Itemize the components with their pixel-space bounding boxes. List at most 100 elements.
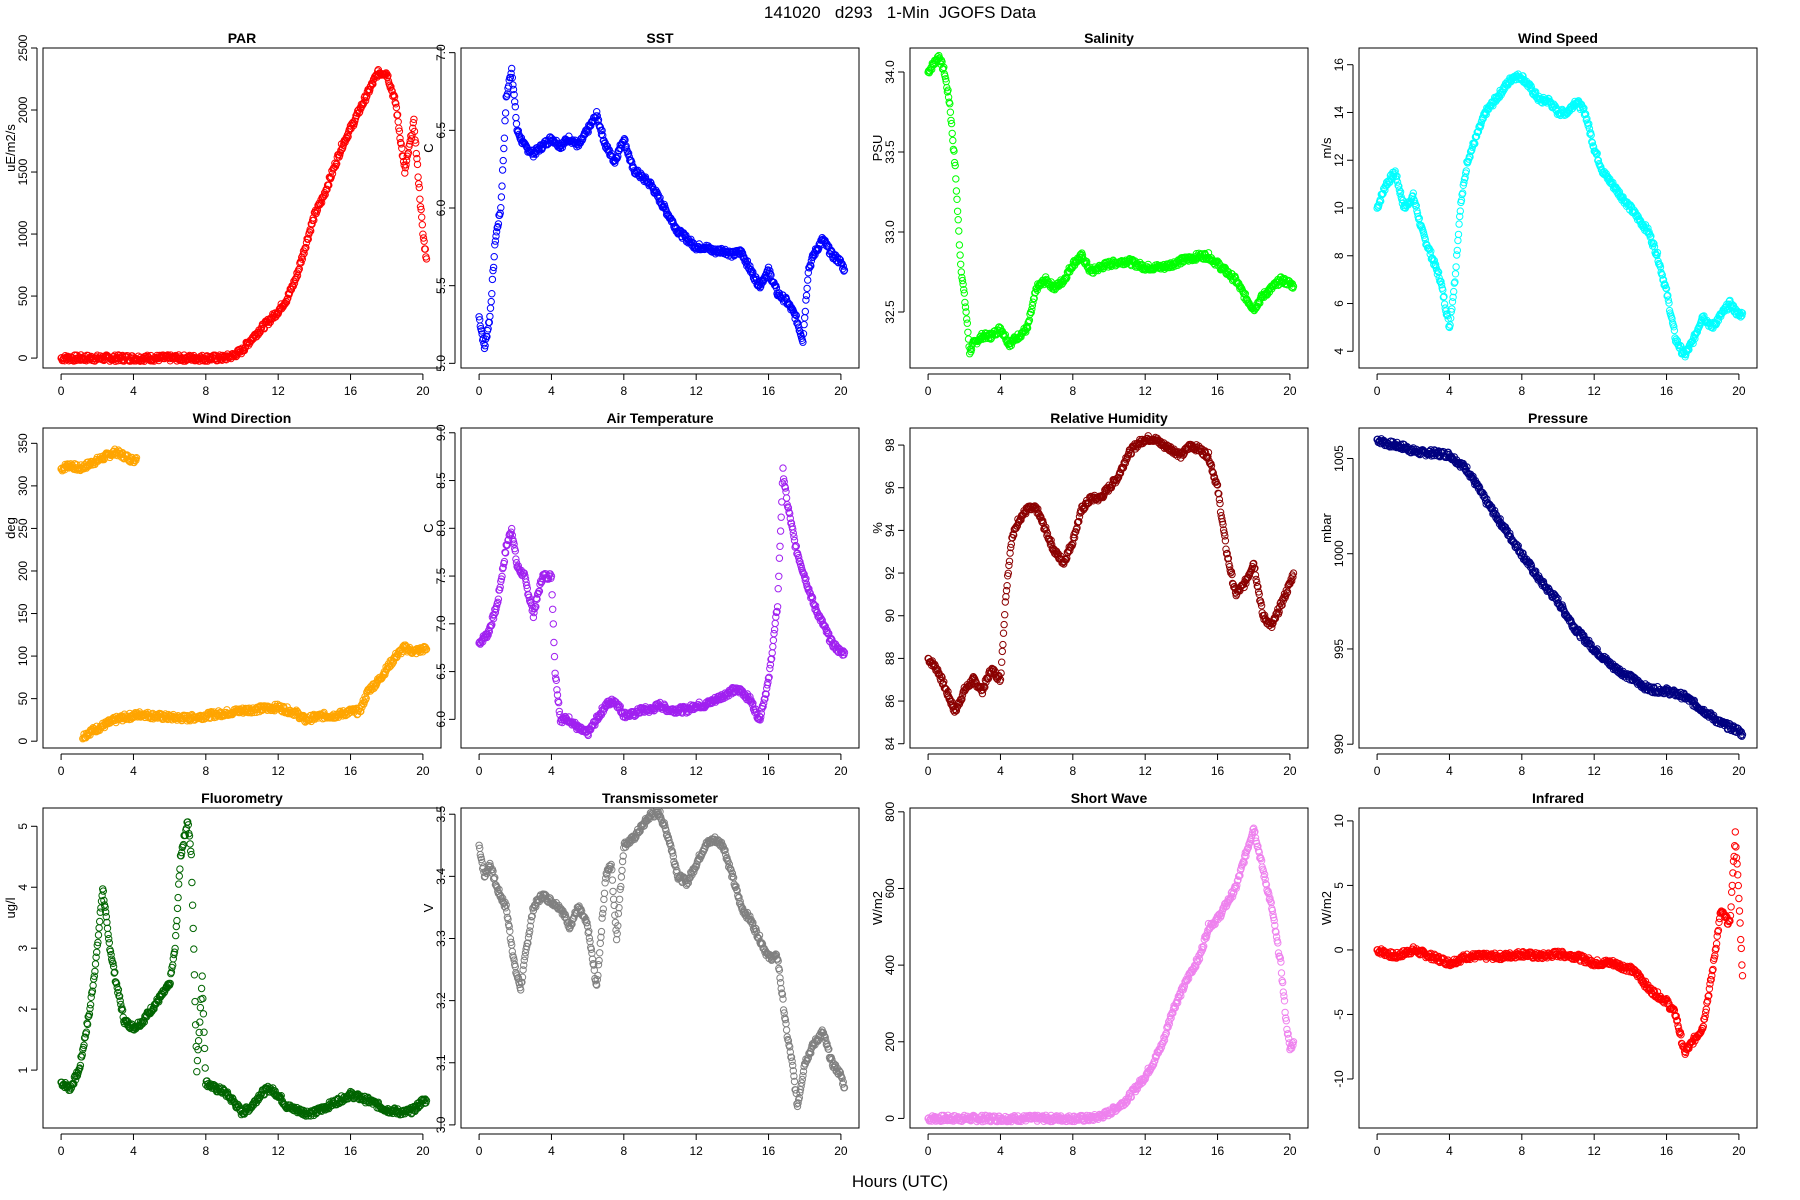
data-point (966, 350, 974, 358)
data-point (1469, 472, 1477, 481)
x-tick-label: 20 (416, 764, 430, 778)
data-points (1373, 435, 1747, 740)
data-point (1022, 328, 1030, 336)
y-tick-label: 16 (1332, 58, 1346, 72)
data-point (366, 86, 374, 94)
data-point (394, 118, 402, 126)
x-tick-label: 12 (1139, 384, 1153, 398)
data-point (1425, 245, 1434, 254)
data-point (596, 123, 604, 131)
data-point (1257, 602, 1266, 610)
x-tick-label: 0 (925, 764, 932, 778)
data-point (1000, 620, 1008, 629)
data-point (782, 494, 791, 502)
data-point (958, 695, 966, 703)
data-point (1252, 575, 1260, 584)
data-point (1437, 281, 1446, 289)
y-axis-label: m/s (1319, 137, 1334, 158)
data-point (1047, 536, 1055, 544)
data-point (498, 182, 506, 190)
data-point (593, 108, 601, 116)
data-point (393, 111, 402, 119)
data-point (777, 513, 785, 521)
data-point (418, 213, 426, 221)
data-point (1653, 248, 1662, 257)
data-point (355, 109, 363, 117)
y-tick-label: 500 (16, 286, 30, 306)
y-tick-label: 100 (16, 646, 30, 666)
data-point (775, 554, 784, 562)
x-tick-label: 4 (130, 384, 137, 398)
x-tick-label: 16 (344, 764, 358, 778)
data-point (1456, 207, 1465, 215)
data-point (802, 575, 810, 583)
data-point (1014, 518, 1023, 527)
data-point (773, 603, 782, 611)
data-point (1658, 271, 1667, 279)
data-point (1218, 518, 1227, 526)
data-point (1463, 463, 1471, 471)
x-tick-label: 0 (925, 384, 932, 398)
data-point (414, 173, 422, 181)
data-point (395, 127, 404, 135)
y-tick-label: 92 (883, 566, 897, 580)
data-point (593, 112, 601, 120)
data-point (1223, 549, 1231, 558)
data-point (479, 638, 487, 646)
data-point (492, 605, 500, 613)
y-tick-label: 0 (16, 354, 30, 361)
data-point (401, 164, 410, 172)
y-tick-label: 300 (16, 476, 30, 496)
data-point (494, 223, 502, 231)
data-point (949, 136, 957, 145)
data-point (550, 638, 558, 647)
x-tick-label: 16 (762, 764, 776, 778)
x-tick-label: 12 (1588, 384, 1602, 398)
data-point (1215, 490, 1223, 498)
data-point (1456, 212, 1464, 221)
data-point (946, 108, 955, 116)
data-point (1656, 263, 1665, 271)
data-point (836, 256, 844, 264)
data-point (549, 605, 557, 613)
y-tick-label: 1500 (16, 158, 30, 185)
data-point (1398, 195, 1406, 204)
data-point (401, 169, 409, 177)
data-point (814, 245, 823, 253)
data-point (144, 708, 152, 717)
plot-frame (909, 427, 1309, 749)
data-point (598, 126, 606, 135)
x-tick-label: 20 (834, 384, 848, 398)
data-point (810, 601, 819, 609)
data-point (962, 308, 970, 316)
data-point (800, 320, 808, 329)
data-point (805, 588, 814, 597)
data-point (500, 557, 509, 566)
data-point (839, 647, 847, 655)
data-point (344, 132, 352, 141)
data-point (789, 529, 797, 537)
data-point (369, 80, 377, 88)
y-tick-label: 33.0 (883, 220, 897, 244)
data-point (624, 149, 633, 157)
data-point (520, 569, 528, 577)
data-point (802, 296, 810, 304)
data-point (418, 221, 426, 229)
data-point (1633, 211, 1641, 219)
data-point (1453, 246, 1462, 255)
data-point (497, 204, 505, 212)
data-point (1585, 120, 1593, 128)
data-point (1067, 540, 1076, 549)
data-point (305, 228, 314, 237)
data-point (398, 144, 406, 153)
data-point (958, 276, 967, 285)
data-point (770, 629, 778, 638)
data-point (1454, 236, 1462, 245)
data-point (952, 706, 961, 715)
y-tick-label: 98 (883, 438, 897, 452)
data-point (501, 117, 509, 125)
data-point (501, 549, 510, 557)
data-point (1216, 499, 1224, 508)
